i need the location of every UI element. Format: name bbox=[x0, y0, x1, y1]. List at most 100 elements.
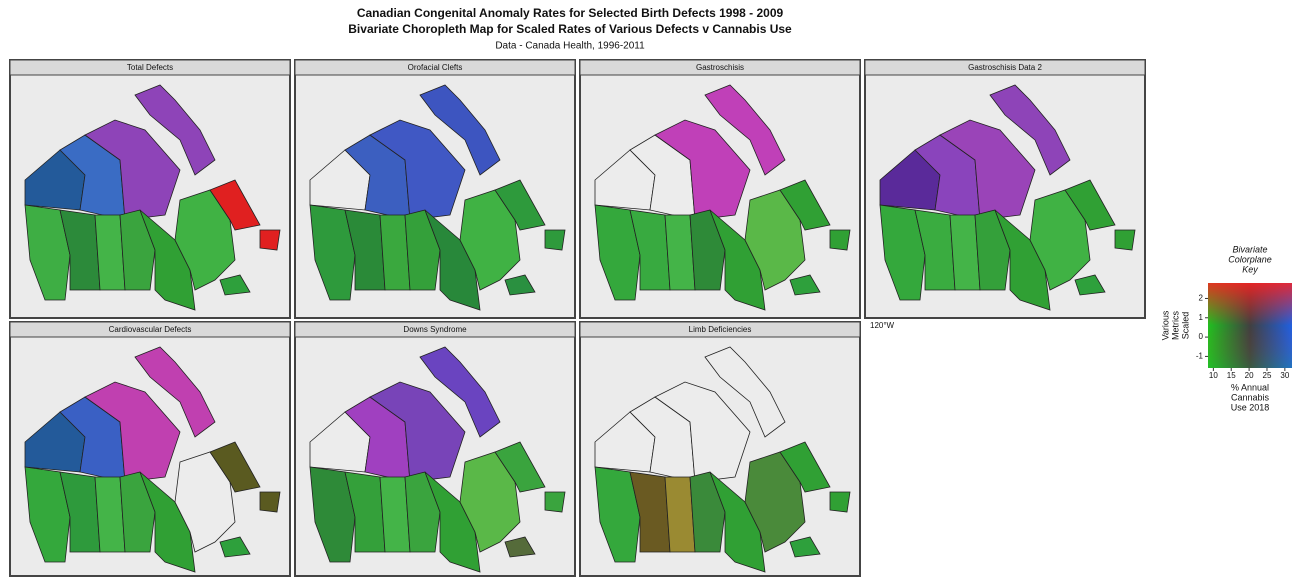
region bbox=[504, 536, 536, 558]
region bbox=[404, 209, 441, 291]
region bbox=[654, 381, 751, 483]
region bbox=[939, 119, 1036, 221]
region bbox=[829, 229, 851, 251]
region bbox=[494, 441, 546, 493]
panel: Orofacial Clefts bbox=[294, 59, 576, 319]
region bbox=[629, 471, 671, 553]
region bbox=[504, 274, 536, 296]
x-tick-label: 15 bbox=[1227, 371, 1236, 380]
y-tick-label: -1 bbox=[1196, 352, 1204, 361]
map bbox=[309, 346, 566, 573]
region bbox=[989, 84, 1071, 176]
legend-y-label: Various bbox=[1160, 310, 1170, 340]
region bbox=[789, 536, 821, 558]
panel-title: Gastroschisis Data 2 bbox=[968, 63, 1042, 72]
region bbox=[259, 229, 281, 251]
map bbox=[879, 84, 1136, 311]
legend-title: Colorplane bbox=[1228, 254, 1272, 264]
region bbox=[404, 471, 441, 553]
region bbox=[1074, 274, 1106, 296]
region bbox=[369, 119, 466, 221]
y-tick-label: 0 bbox=[1199, 332, 1204, 341]
legend-x-label: % Annual bbox=[1231, 382, 1269, 392]
region bbox=[344, 471, 386, 553]
panel-title: Total Defects bbox=[127, 63, 173, 72]
legend-x-label: Use 2018 bbox=[1231, 402, 1270, 412]
region bbox=[789, 274, 821, 296]
map bbox=[24, 346, 281, 573]
panel: Downs Syndrome bbox=[294, 321, 576, 577]
map bbox=[594, 84, 851, 311]
region bbox=[84, 381, 181, 483]
map bbox=[24, 84, 281, 311]
region bbox=[544, 491, 566, 513]
region bbox=[704, 346, 786, 438]
region bbox=[119, 209, 156, 291]
panel-title: Gastroschisis bbox=[696, 63, 744, 72]
x-tick-label: 30 bbox=[1280, 371, 1289, 380]
region bbox=[689, 471, 726, 553]
region bbox=[344, 209, 386, 291]
x-tick-label: 10 bbox=[1209, 371, 1218, 380]
panel-strip bbox=[864, 59, 1146, 76]
region bbox=[704, 84, 786, 176]
axis-note: 120°W bbox=[870, 321, 895, 330]
y-tick-label: 1 bbox=[1199, 313, 1204, 322]
panel-title: Limb Deficiencies bbox=[689, 325, 752, 334]
region bbox=[134, 346, 216, 438]
region bbox=[209, 441, 261, 493]
panel-strip bbox=[9, 321, 291, 338]
panel: Gastroschisis Data 2 bbox=[864, 59, 1146, 319]
region bbox=[59, 471, 101, 553]
region bbox=[1114, 229, 1136, 251]
panel-title: Downs Syndrome bbox=[403, 325, 467, 334]
title: Bivariate Choropleth Map for Scaled Rate… bbox=[348, 22, 792, 36]
region bbox=[779, 441, 831, 493]
x-tick-label: 20 bbox=[1245, 371, 1254, 380]
panel-title: Orofacial Clefts bbox=[408, 63, 463, 72]
subtitle: Data - Canada Health, 1996-2011 bbox=[495, 41, 645, 52]
legend-title: Bivariate bbox=[1232, 244, 1267, 254]
region bbox=[974, 209, 1011, 291]
region bbox=[544, 229, 566, 251]
panel: Total Defects bbox=[9, 59, 291, 319]
region bbox=[419, 346, 501, 438]
panel: Cardiovascular Defects bbox=[9, 321, 291, 577]
map bbox=[309, 84, 566, 311]
legend-y-label: Scaled bbox=[1180, 312, 1190, 340]
region bbox=[914, 209, 956, 291]
panel-title: Cardiovascular Defects bbox=[109, 325, 192, 334]
title: Canadian Congenital Anomaly Rates for Se… bbox=[357, 6, 784, 20]
region bbox=[134, 84, 216, 176]
map bbox=[594, 346, 851, 573]
panel-strip bbox=[294, 321, 576, 338]
region bbox=[419, 84, 501, 176]
x-tick-label: 25 bbox=[1263, 371, 1272, 380]
panel-strip bbox=[579, 321, 861, 338]
panel: Gastroschisis bbox=[579, 59, 861, 319]
region bbox=[219, 274, 251, 296]
region bbox=[654, 119, 751, 221]
region bbox=[494, 179, 546, 231]
region bbox=[1064, 179, 1116, 231]
colorplane bbox=[1208, 283, 1292, 368]
legend-title: Key bbox=[1242, 264, 1258, 274]
panel-strip bbox=[579, 59, 861, 76]
region bbox=[209, 179, 261, 231]
region bbox=[779, 179, 831, 231]
region bbox=[629, 209, 671, 291]
region bbox=[59, 209, 101, 291]
region bbox=[84, 119, 181, 221]
region bbox=[829, 491, 851, 513]
panel-strip bbox=[9, 59, 291, 76]
region bbox=[689, 209, 726, 291]
panel: Limb Deficiencies bbox=[579, 321, 861, 577]
region bbox=[119, 471, 156, 553]
region bbox=[219, 536, 251, 558]
legend-x-label: Cannabis bbox=[1231, 392, 1270, 402]
legend-y-label: Metrics bbox=[1170, 311, 1180, 340]
region bbox=[259, 491, 281, 513]
y-tick-label: 2 bbox=[1199, 294, 1204, 303]
panel-strip bbox=[294, 59, 576, 76]
